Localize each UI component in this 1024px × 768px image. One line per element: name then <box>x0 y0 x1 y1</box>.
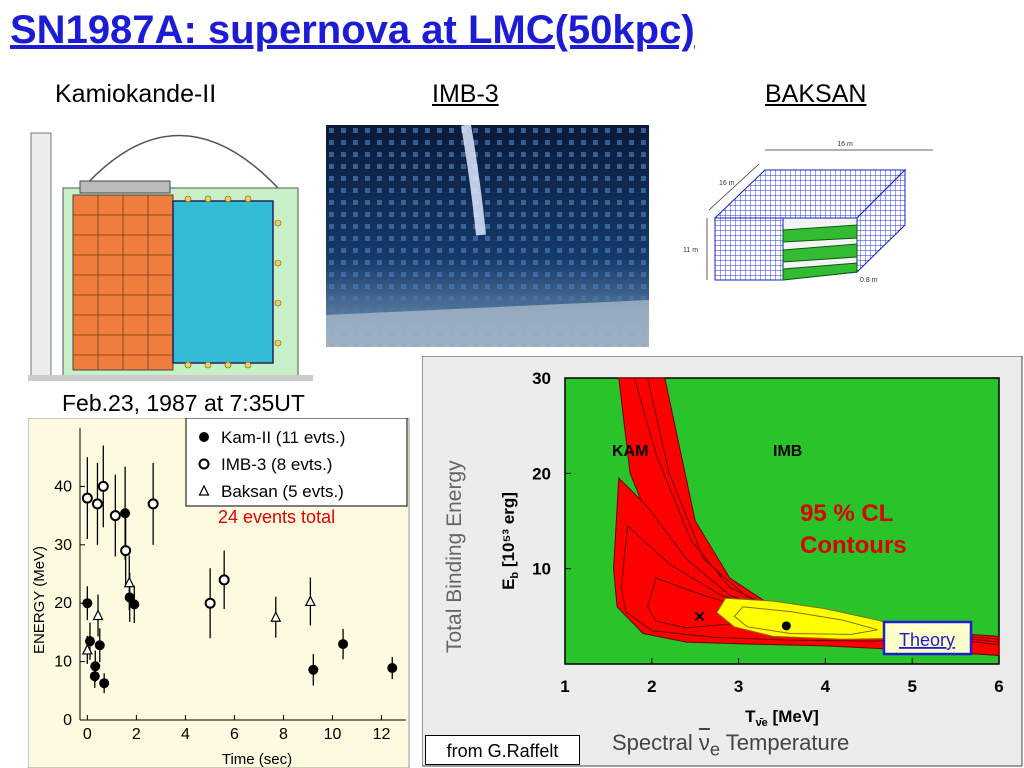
chart1-legend-entry: Kam-II (11 evts.) <box>221 428 345 447</box>
combined-contour-inner <box>733 606 878 635</box>
kam-event-point <box>338 639 349 650</box>
chart1-x-tick-label: 8 <box>279 726 288 743</box>
baksan-layer: 0.8 m <box>860 277 878 284</box>
spectral-prefix: Spectral <box>612 730 693 755</box>
chart2-xlabel: Tν̄e [MeV] <box>745 707 819 729</box>
chart1-legend-entry: Baksan (5 evts.) <box>221 482 344 501</box>
imb-event-point <box>109 510 121 522</box>
chart2-x-tick-label: 4 <box>821 677 831 696</box>
imb-label: IMB-3 <box>432 80 499 108</box>
spectral-temperature-label: Spectral νe Temperature <box>612 730 849 760</box>
baksan-label: BAKSAN <box>765 80 867 108</box>
imb-event-point <box>120 545 132 557</box>
baksan-event-point <box>270 610 282 622</box>
events-total-label: 24 events total <box>218 507 336 527</box>
event-date: Feb.23, 1987 at 7:35UT <box>62 390 305 416</box>
chart2-y-tick-label: 20 <box>532 464 551 483</box>
chart1-x-tick-label: 10 <box>324 726 342 743</box>
baksan-event-point <box>198 484 210 496</box>
spectral-suffix: Temperature <box>725 730 850 755</box>
baksan-height: 11 m <box>683 247 698 254</box>
theory-label: Theory <box>899 630 955 650</box>
cl-annotation: 95 % CL <box>800 500 893 527</box>
imb-event-point <box>204 597 216 609</box>
chart2-x-tick-label: 3 <box>734 677 743 696</box>
chart2-x-tick-label: 6 <box>994 677 1003 696</box>
nu-subscript: e <box>709 738 721 760</box>
credit-label: from G.Raffelt <box>425 735 580 765</box>
imb-event-point <box>147 498 159 510</box>
chart1-legend-box <box>185 418 408 507</box>
chart2-x-tick-label: 1 <box>560 677 569 696</box>
imb-event-point <box>198 458 210 470</box>
baksan-event-point <box>81 643 93 655</box>
chart2-xlabel-unit: [MeV] <box>768 707 819 726</box>
chart1-y-tick-label: 10 <box>54 654 72 671</box>
chart1-y-tick-label: 40 <box>54 478 72 495</box>
chart1-x-tick-label: 12 <box>373 726 391 743</box>
chart1-ylabel: ENERGY (MeV) <box>31 546 48 654</box>
kam-event-point <box>308 664 319 675</box>
chart1-x-tick-label: 2 <box>132 726 141 743</box>
chart1-y-tick-label: 20 <box>54 595 72 612</box>
energy-time-chart: 0 2 4 6 8 10 12 0 10 20 30 40 Time (sec) ENERGY (Me… <box>28 418 410 768</box>
baksan-diagram: 16 m 16 m 11 m 0.8 m <box>683 141 933 284</box>
chart2-ylabel-unit: [10⁵³ erg] <box>499 492 518 572</box>
chart1-x-tick-label: 4 <box>181 726 190 743</box>
contour-chart: 1 2 3 4 5 6 10 20 30 KAM IMB 95 % CL Contours Theory E… <box>422 356 1023 767</box>
chart2-xlabel-main: T <box>745 707 756 726</box>
theory-box <box>882 620 973 656</box>
chart1-legend: Kam-II (11 evts.) IMB-3 (8 evts.) Baksan (… <box>185 418 408 507</box>
imb-contour-label: IMB <box>773 443 802 460</box>
nu-bar-symbol: ν <box>698 730 710 755</box>
slide-title: SN1987A: supernova at LMC(50kpc) <box>10 8 695 52</box>
chart2-ylabel: Eb [10⁵³ erg] <box>499 492 521 590</box>
chart2-ylabel-main: E <box>499 579 518 590</box>
kam-contour-outer <box>613 476 1000 656</box>
imb-event-point <box>91 498 103 510</box>
chart1-xlabel: Time (sec) <box>222 751 292 768</box>
baksan-event-point <box>123 576 135 588</box>
chart2-y-tick-label: 10 <box>532 560 551 579</box>
kam-event-point <box>94 640 105 651</box>
kam-event-point <box>99 678 110 689</box>
kam-event-point <box>199 432 209 442</box>
chart2-xlabel-sub: ν̄e <box>756 717 768 729</box>
baksan-event-point <box>304 595 316 607</box>
baksan-event-point <box>92 609 104 621</box>
binding-energy-label: Total Binding Energy <box>443 460 466 653</box>
chart1-y-tick-label: 0 <box>63 712 72 729</box>
kam-label: KAM <box>612 443 648 460</box>
imb-event-point <box>97 480 109 492</box>
chart2-x-tick-label: 2 <box>647 677 656 696</box>
kam-event-point <box>387 663 398 674</box>
imb-event-point <box>81 492 93 504</box>
baksan-width: 16 m <box>837 141 853 148</box>
imb-photo <box>326 125 649 347</box>
baksan-depth: 16 m <box>719 180 735 187</box>
chart1-x-tick-label: 0 <box>83 726 92 743</box>
kam-best-fit-point <box>694 611 705 622</box>
kam-event-point <box>90 661 101 672</box>
imb-best-fit-point <box>781 621 791 631</box>
chart1-y-tick-label: 30 <box>54 537 72 554</box>
kamiokande-diagram <box>28 103 313 383</box>
kam-event-point <box>82 598 93 609</box>
chart1-legend-entry: IMB-3 (8 evts.) <box>221 455 332 474</box>
chart2-ylabel-sub: b <box>509 572 521 579</box>
imb-event-point <box>218 574 230 586</box>
chart1-x-tick-label: 6 <box>230 726 239 743</box>
chart2-x-tick-label: 5 <box>907 677 916 696</box>
kam-event-point <box>84 636 95 647</box>
kam-event-point <box>129 599 140 610</box>
chart2-y-tick-label: 30 <box>532 369 551 388</box>
kam-event-point <box>120 508 131 519</box>
cl-annotation: Contours <box>800 532 907 559</box>
